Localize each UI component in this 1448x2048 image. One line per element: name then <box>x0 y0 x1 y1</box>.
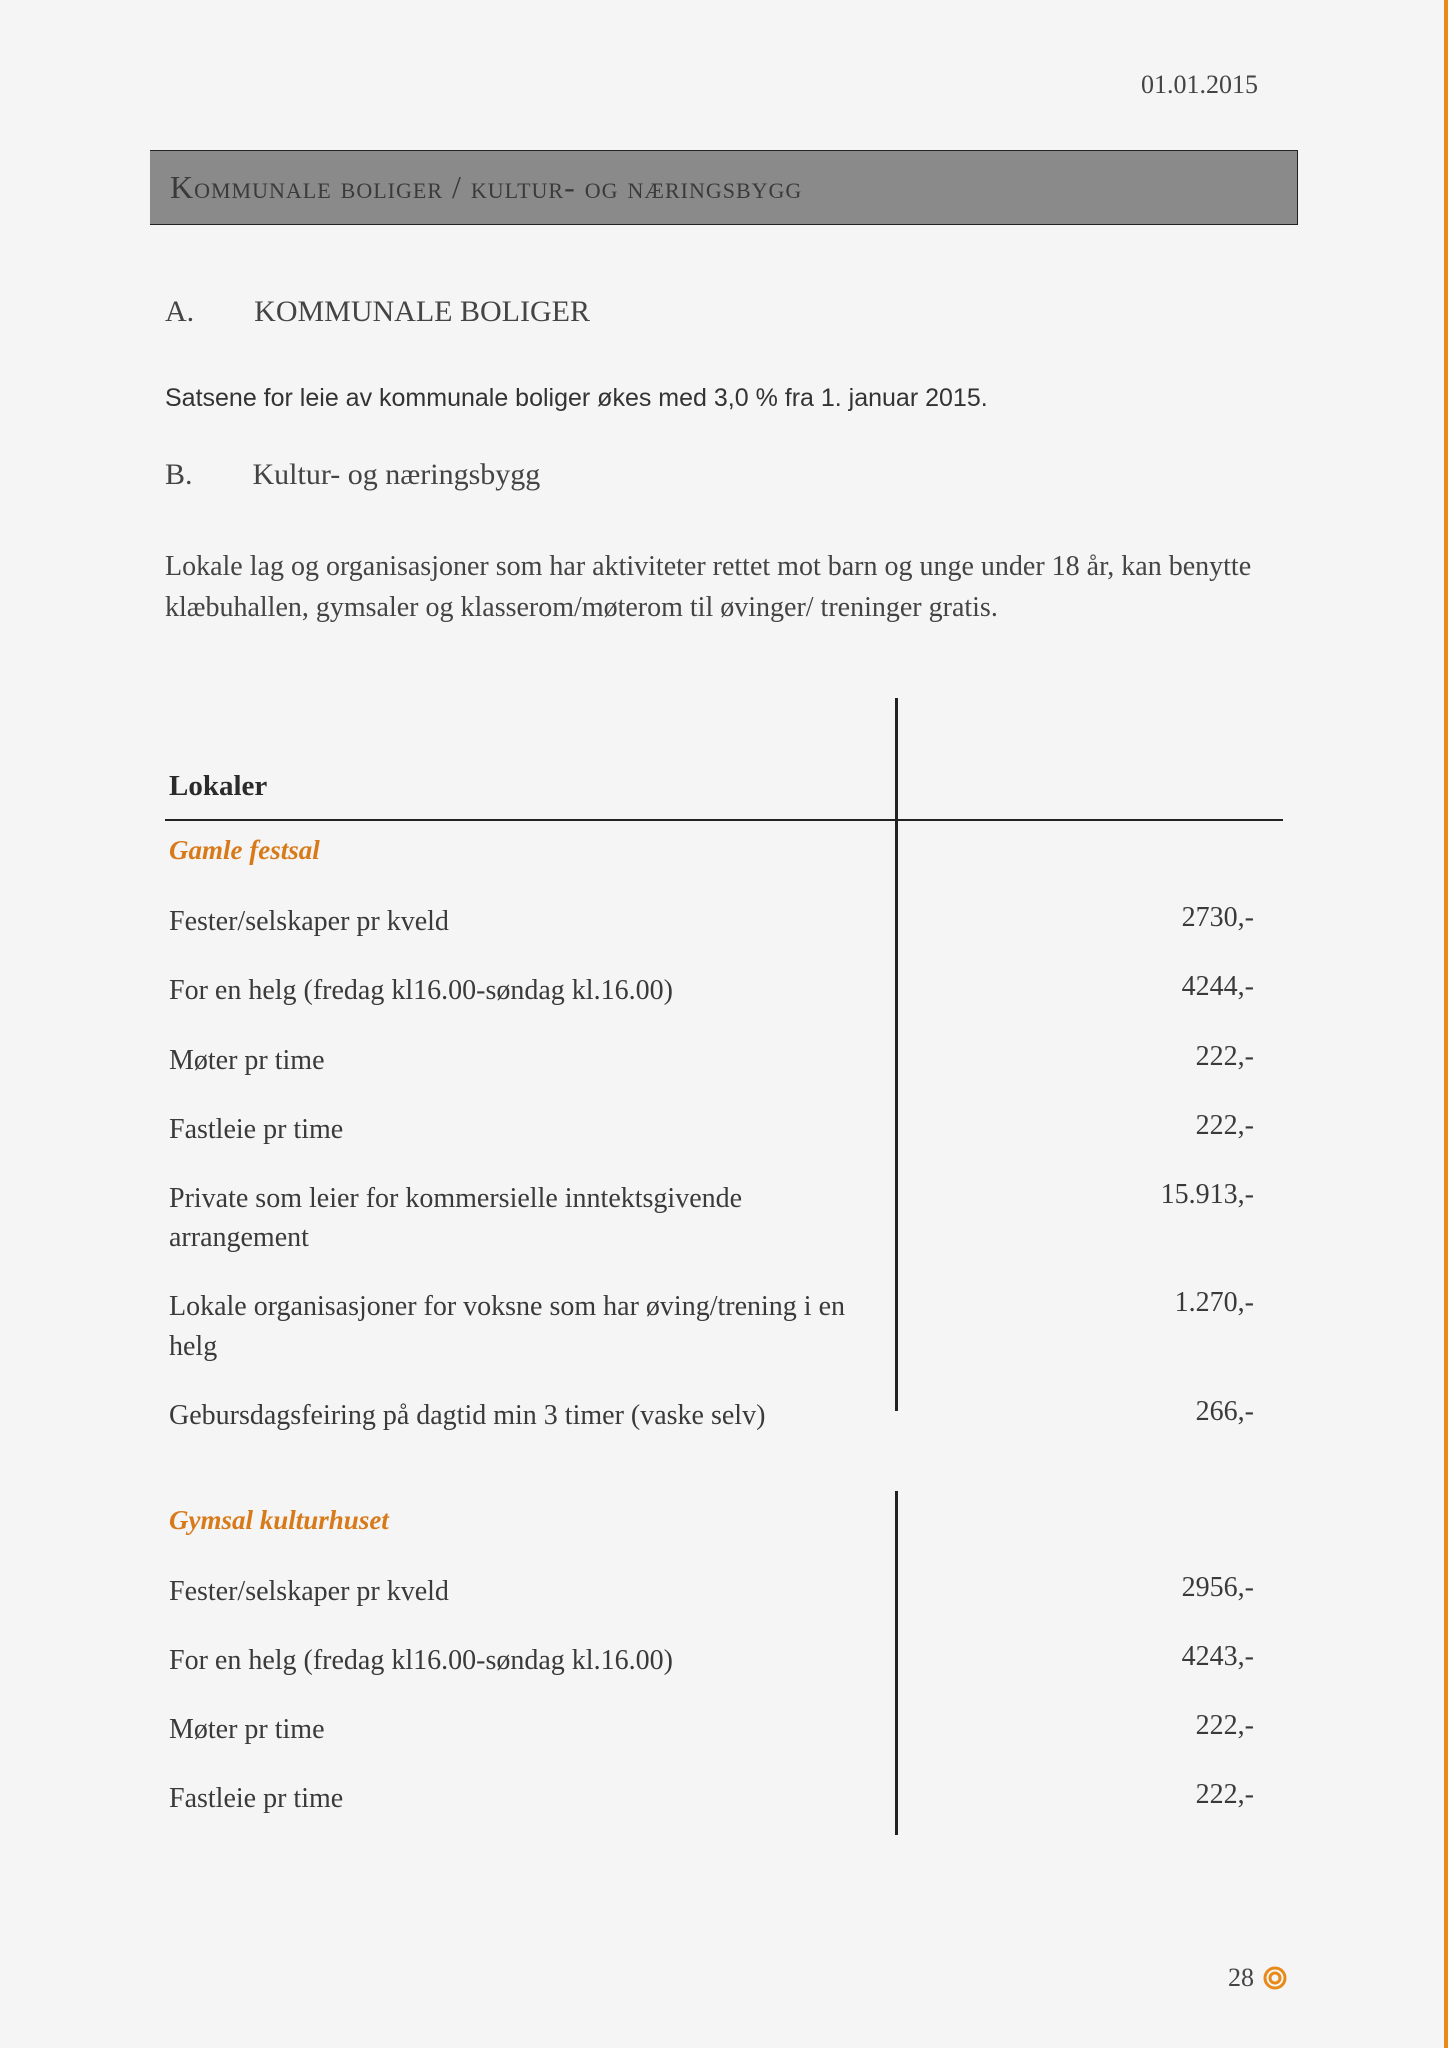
footer-ring-icon <box>1262 1965 1288 1991</box>
row-label: Fester/selskaper pr kveld <box>169 902 895 941</box>
document-date: 01.01.2015 <box>150 70 1298 100</box>
table-header-lokaler: Lokaler <box>165 758 895 819</box>
table-row: Fester/selskaper pr kveld 2956,- <box>165 1558 1283 1627</box>
table-row: Møter pr time 222,- <box>165 1696 1283 1765</box>
group-title-gamle-festsal: Gamle festsal <box>165 821 1283 888</box>
row-value: 222,- <box>895 1779 1279 1818</box>
intro-text: Satsene for leie av kommunale boliger øk… <box>165 384 1283 413</box>
price-table-group-1: Lokaler Gamle festsal Fester/selskaper p… <box>165 758 1283 1451</box>
section-a-title: KOMMUNALE BOLIGER <box>254 295 590 329</box>
table-row: Møter pr time 222,- <box>165 1027 1283 1096</box>
table-row: Fester/selskaper pr kveld 2730,- <box>165 888 1283 957</box>
table-row: Gebursdagsfeiring på dagtid min 3 timer … <box>165 1382 1283 1451</box>
row-value: 2956,- <box>895 1572 1279 1611</box>
page-number: 28 <box>1228 1963 1254 1993</box>
page-footer: 28 <box>1228 1963 1288 1993</box>
row-value: 2730,- <box>895 902 1279 941</box>
section-a-heading: A. KOMMUNALE BOLIGER <box>165 295 1283 329</box>
row-label: Fester/selskaper pr kveld <box>169 1572 895 1611</box>
row-value: 222,- <box>895 1710 1279 1749</box>
section-b-letter: B. <box>165 458 193 492</box>
row-label: For en helg (fredag kl16.00-søndag kl.16… <box>169 1641 895 1680</box>
row-label: Private som leier for kommersielle innte… <box>169 1179 895 1257</box>
table-row: Lokale organisasjoner for voksne som har… <box>165 1273 1283 1381</box>
row-label: Fastleie pr time <box>169 1110 895 1149</box>
section-b-title: Kultur- og næringsbygg <box>253 458 541 492</box>
row-value: 4244,- <box>895 971 1279 1010</box>
row-value: 4243,- <box>895 1641 1279 1680</box>
row-value: 15.913,- <box>895 1179 1279 1257</box>
description-paragraph: Lokale lag og organisasjoner som har akt… <box>165 547 1283 628</box>
row-label: Møter pr time <box>169 1041 895 1080</box>
table-row: Fastleie pr time 222,- <box>165 1096 1283 1165</box>
row-value: 222,- <box>895 1041 1279 1080</box>
table-row: Private som leier for kommersielle innte… <box>165 1165 1283 1273</box>
table-vertical-divider <box>895 698 898 1411</box>
row-label: Møter pr time <box>169 1710 895 1749</box>
price-table-group-2: Gymsal kulturhuset Fester/selskaper pr k… <box>165 1491 1283 1835</box>
group-title-gymsal: Gymsal kulturhuset <box>165 1491 1283 1558</box>
row-label: For en helg (fredag kl16.00-søndag kl.16… <box>169 971 895 1010</box>
row-value: 266,- <box>895 1396 1279 1435</box>
title-banner-text: Kommunale boliger / kultur- og næringsby… <box>170 169 1277 206</box>
table-vertical-divider <box>895 1491 898 1835</box>
table-row: For en helg (fredag kl16.00-søndag kl.16… <box>165 957 1283 1026</box>
page-right-border <box>1444 0 1448 2048</box>
row-label: Lokale organisasjoner for voksne som har… <box>169 1287 895 1365</box>
section-a-letter: A. <box>165 295 194 329</box>
table-row: Fastleie pr time 222,- <box>165 1765 1283 1834</box>
row-value: 1.270,- <box>895 1287 1279 1365</box>
title-banner: Kommunale boliger / kultur- og næringsby… <box>150 150 1298 225</box>
row-value: 222,- <box>895 1110 1279 1149</box>
row-label: Gebursdagsfeiring på dagtid min 3 timer … <box>169 1396 895 1435</box>
table-row: For en helg (fredag kl16.00-søndag kl.16… <box>165 1627 1283 1696</box>
row-label: Fastleie pr time <box>169 1779 895 1818</box>
section-b-heading: B. Kultur- og næringsbygg <box>165 458 1283 492</box>
